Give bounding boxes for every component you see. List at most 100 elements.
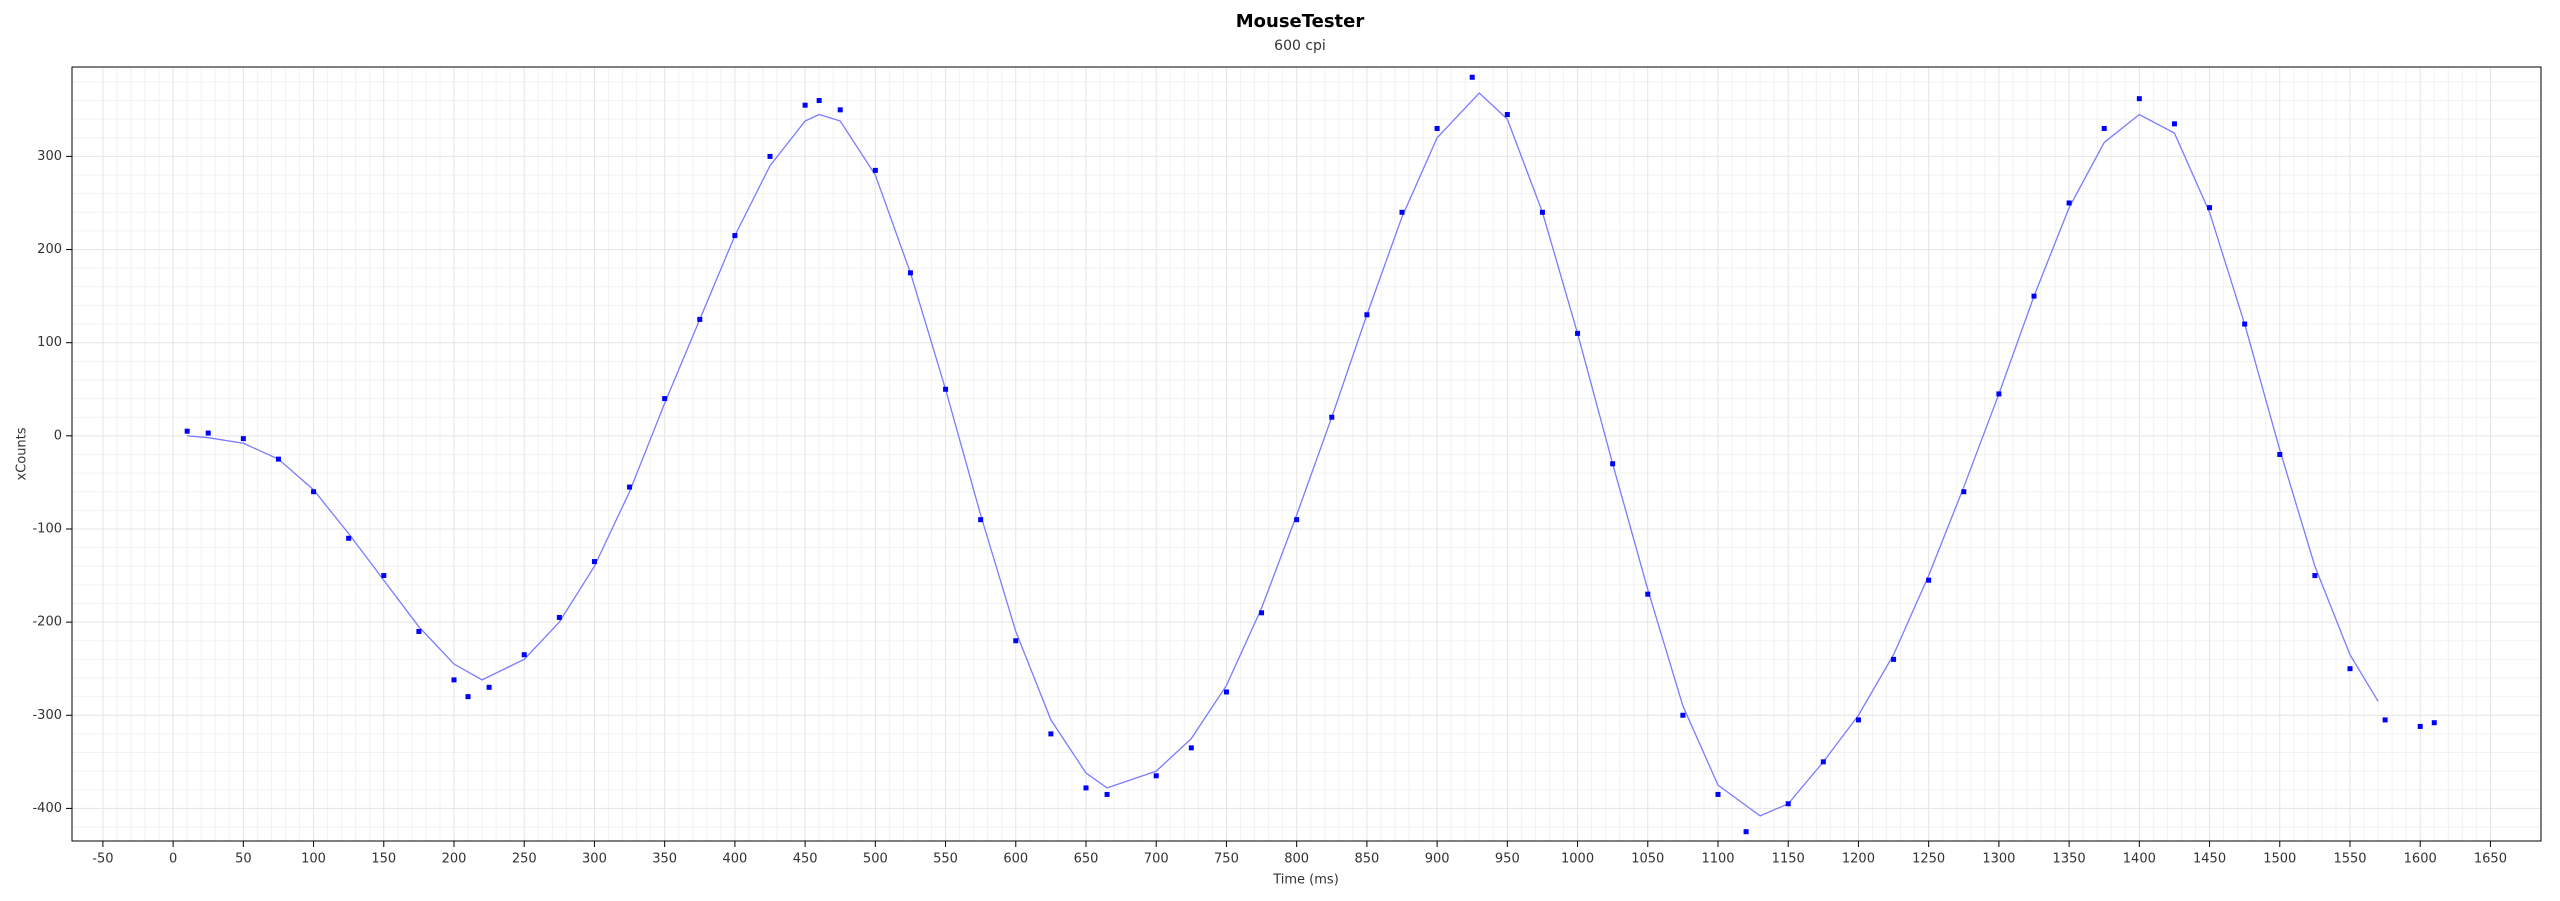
plot-frame	[71, 66, 2542, 842]
data-point	[205, 430, 211, 436]
y-tick-label: 200	[37, 242, 62, 257]
data-point	[1469, 74, 1475, 80]
x-tick-label: 1500	[2263, 852, 2296, 867]
data-point	[1083, 785, 1089, 791]
data-point	[2066, 200, 2072, 206]
x-tick-label: 1550	[2333, 852, 2366, 867]
data-point	[2136, 96, 2142, 102]
data-point	[240, 436, 246, 442]
x-tick-label: 1100	[1701, 852, 1734, 867]
data-point	[2382, 717, 2388, 723]
x-tick-label: 250	[512, 852, 537, 867]
data-point	[1504, 112, 1510, 118]
data-point	[2277, 451, 2283, 457]
x-tick-label: 1400	[2123, 852, 2156, 867]
data-point	[465, 694, 471, 700]
data-point	[1048, 731, 1054, 737]
y-tick-label: -400	[32, 801, 62, 816]
data-point	[816, 98, 822, 104]
data-point	[2207, 205, 2213, 211]
data-point	[1715, 791, 1721, 797]
data-point	[837, 107, 843, 113]
x-axis-label: Time (ms)	[1272, 873, 1339, 888]
data-point	[2242, 321, 2248, 327]
data-point	[416, 628, 422, 634]
x-tick-label: 750	[1214, 852, 1239, 867]
data-point	[2031, 293, 2037, 299]
x-tick-label: 650	[1074, 852, 1099, 867]
data-point	[1188, 745, 1194, 751]
y-tick-label: 300	[37, 149, 62, 164]
data-point	[2431, 720, 2437, 726]
x-tick-label: 1450	[2193, 852, 2226, 867]
chart-title: MouseTester	[1236, 11, 1365, 32]
x-tick-label: 100	[301, 852, 326, 867]
data-point	[802, 102, 808, 108]
x-tick-label: 1250	[1912, 852, 1945, 867]
x-tick-label: 1350	[2053, 852, 2086, 867]
y-tick-label: -100	[32, 521, 62, 536]
y-tick-label: -200	[32, 615, 62, 630]
data-point	[1996, 391, 2002, 397]
chart-subtitle: 600 cpi	[1274, 38, 1326, 54]
data-point	[907, 270, 913, 276]
data-point	[1961, 489, 1967, 495]
fit-line	[187, 92, 2379, 817]
data-point	[943, 386, 949, 392]
data-point	[346, 535, 352, 541]
data-point	[1259, 610, 1265, 616]
x-tick-label: 500	[863, 852, 888, 867]
data-point	[1013, 638, 1019, 644]
data-point	[2101, 125, 2107, 131]
y-tick-label: -300	[32, 708, 62, 723]
data-point	[311, 489, 317, 495]
data-point	[1223, 689, 1229, 695]
data-point	[1743, 829, 1749, 835]
x-tick-label: 850	[1354, 852, 1379, 867]
x-tick-label: 1000	[1561, 852, 1594, 867]
x-tick-label: 600	[1003, 852, 1028, 867]
x-tick-label: 1300	[1982, 852, 2015, 867]
x-tick-label: 50	[235, 852, 252, 867]
data-point	[662, 396, 668, 402]
data-point	[451, 677, 457, 683]
data-point	[184, 428, 190, 434]
x-tick-label: 200	[442, 852, 467, 867]
x-tick-label: 1600	[2404, 852, 2437, 867]
x-tick-label: 0	[169, 852, 177, 867]
x-tick-label: 900	[1425, 852, 1450, 867]
x-tick-label: 1200	[1842, 852, 1875, 867]
x-tick-label: -50	[92, 852, 113, 867]
x-tick-label: 550	[933, 852, 958, 867]
data-point	[1104, 791, 1110, 797]
data-point	[1926, 577, 1932, 583]
data-point	[1645, 591, 1651, 597]
data-point	[872, 167, 878, 173]
data-point	[1610, 461, 1616, 467]
data-point	[1434, 125, 1440, 131]
y-tick-label: 100	[37, 335, 62, 350]
data-point	[2347, 666, 2353, 672]
data-point	[1153, 773, 1159, 779]
data-point	[2312, 573, 2318, 579]
x-tick-label: 950	[1495, 852, 1520, 867]
data-point	[381, 573, 387, 579]
x-tick-label: 450	[793, 852, 818, 867]
x-tick-label: 800	[1284, 852, 1309, 867]
data-point	[1399, 209, 1405, 215]
x-tick-label: 350	[652, 852, 677, 867]
data-point	[1680, 712, 1686, 718]
x-tick-label: 300	[582, 852, 607, 867]
data-point	[767, 153, 773, 159]
data-point	[1575, 330, 1581, 336]
data-point	[1364, 312, 1370, 318]
data-point	[732, 233, 738, 239]
data-point	[2417, 723, 2423, 729]
data-point	[591, 559, 597, 565]
data-point	[1329, 414, 1335, 420]
data-point	[1820, 759, 1826, 765]
data-point	[521, 652, 527, 658]
data-point	[2171, 121, 2177, 127]
y-tick-label: 0	[54, 428, 62, 443]
